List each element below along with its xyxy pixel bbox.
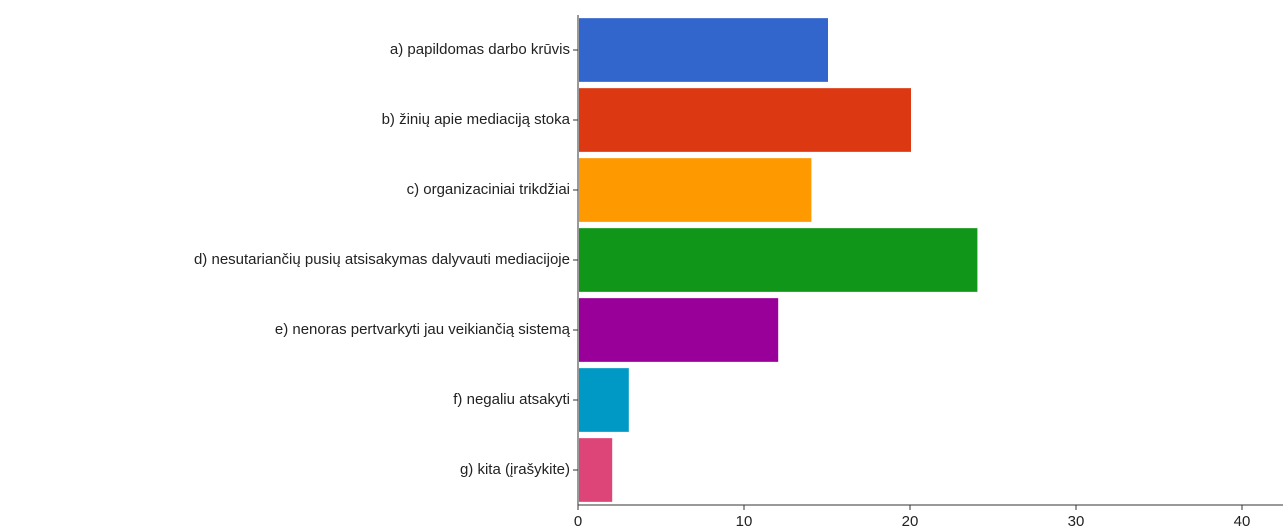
bar [579, 88, 911, 152]
y-tick-label: d) nesutariančių pusių atsisakymas dalyv… [194, 251, 570, 268]
bar [579, 298, 779, 362]
bar [579, 368, 629, 432]
y-tick-label: c) organizaciniai trikdžiai [407, 181, 570, 198]
x-tick-label: 0 [574, 513, 582, 530]
y-tick-label: f) negaliu atsakyti [453, 391, 570, 408]
y-tick-label: a) papildomas darbo krūvis [390, 41, 570, 58]
y-tick-label: g) kita (įrašykite) [460, 461, 570, 478]
bar [579, 228, 978, 292]
y-tick-label: b) žinių apie mediaciją stoka [382, 111, 571, 128]
x-tick-label: 20 [902, 513, 919, 530]
bar [579, 18, 828, 82]
y-tick-label: e) nenoras pertvarkyti jau veikiančią si… [275, 321, 571, 338]
x-tick-label: 40 [1234, 513, 1251, 530]
bar [579, 438, 613, 502]
x-tick-label: 30 [1068, 513, 1085, 530]
x-tick-label: 10 [736, 513, 753, 530]
bar [579, 158, 812, 222]
